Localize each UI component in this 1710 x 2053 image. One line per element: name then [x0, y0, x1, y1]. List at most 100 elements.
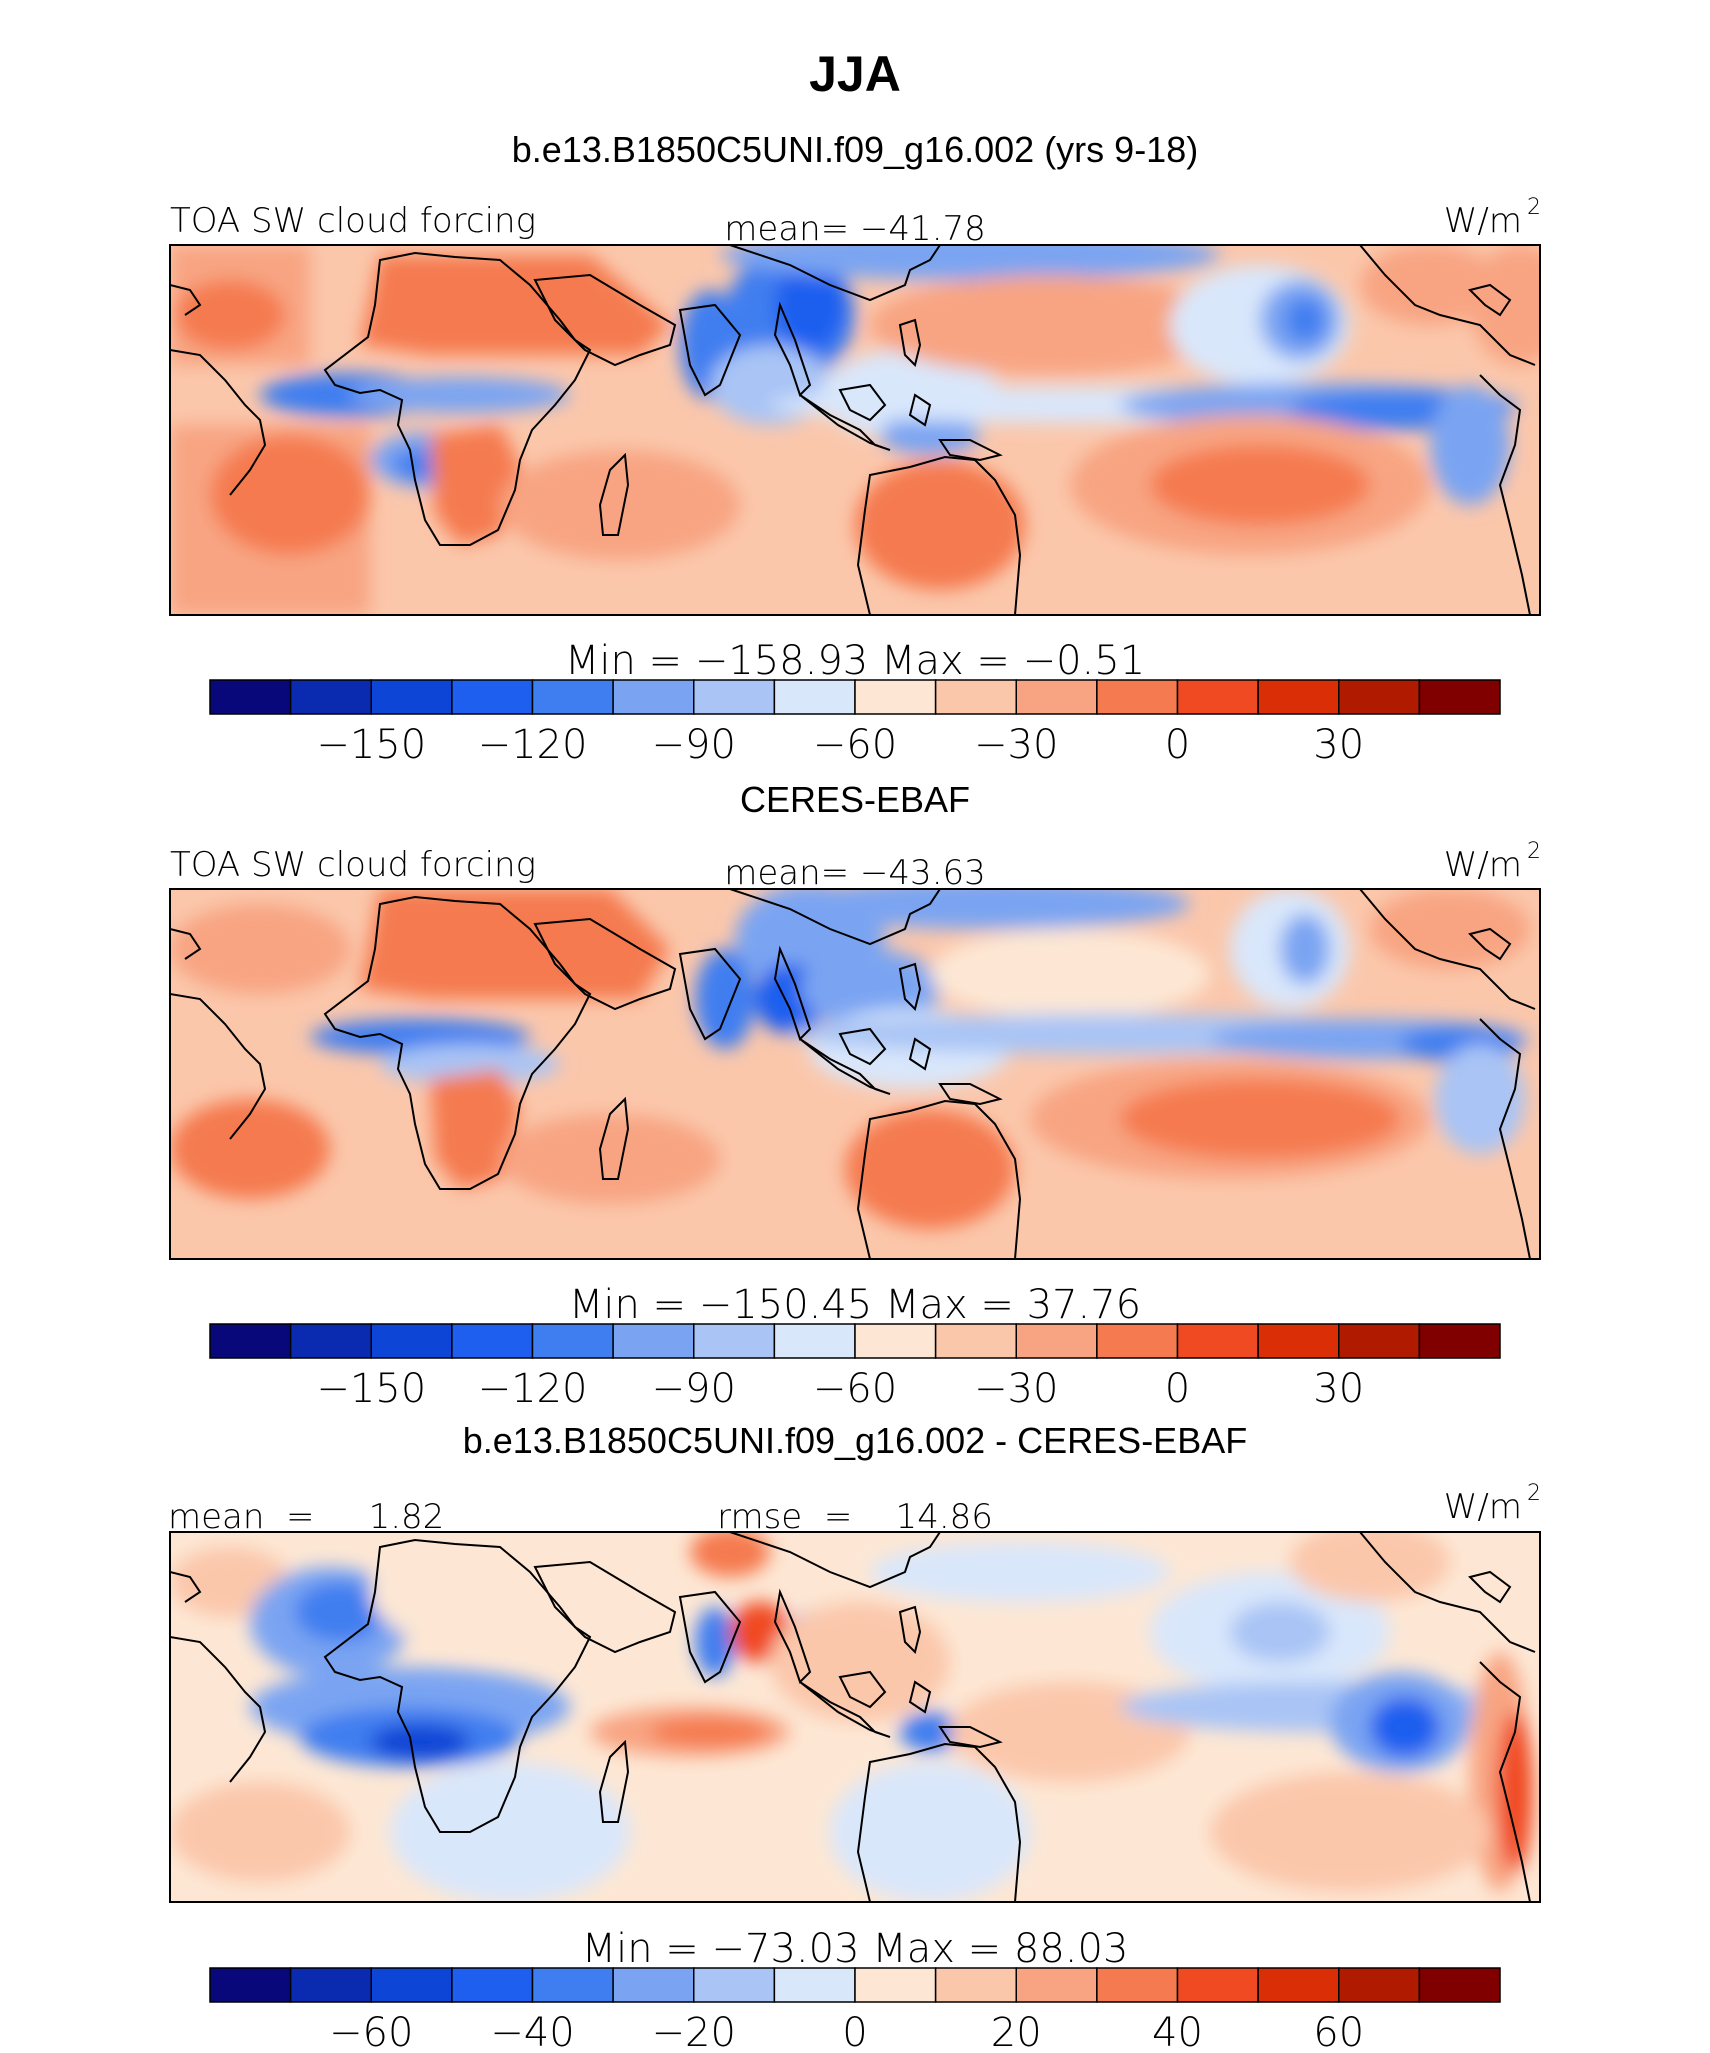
panel-2-units-exponent: 2 [1527, 839, 1541, 864]
colorbar-2-tick-label: −90 [652, 1366, 736, 1412]
panel-1-map [170, 245, 1540, 615]
panel-1-units: W/m [1444, 201, 1522, 241]
panel-2-left-label: TOA SW cloud forcing [170, 845, 536, 885]
panel-2-obs: CERES-EBAF TOA SW cloud forcing mean= −4… [169, 779, 1541, 1412]
panel-2-map [170, 889, 1540, 1259]
colorbar-1-swatch [934, 679, 1017, 715]
panel-2-header: CERES-EBAF [740, 779, 970, 820]
colorbar-2-tick-label: −120 [478, 1366, 588, 1412]
panel-1-units-exponent: 2 [1527, 195, 1541, 220]
colorbar-1-swatch [1015, 679, 1098, 715]
colorbar-2: −150 −120 −90 −60 −30 0 30 [209, 1323, 1501, 1412]
colorbar-2-swatch [773, 1323, 856, 1359]
panel-3-units-exponent: 2 [1527, 1481, 1541, 1506]
panel-3-header: b.e13.B1850C5UNI.f09_g16.002 - CERES-EBA… [463, 1420, 1247, 1461]
colorbar-2-tick-label: −60 [813, 1366, 897, 1412]
colorbar-2-swatch [1176, 1323, 1259, 1359]
colorbar-2-swatch [289, 1323, 372, 1359]
panel-3-mean-label: mean = 1.82 [168, 1497, 444, 1537]
colorbar-3-swatch [1176, 1967, 1259, 2003]
colorbar-1-swatch [773, 679, 856, 715]
colorbar-1-swatch [1176, 679, 1259, 715]
colorbar-2-swatch [451, 1323, 534, 1359]
colorbar-2-swatch [934, 1323, 1017, 1359]
colorbar-3-tick-label: −20 [652, 2010, 736, 2048]
colorbar-1-tick-label: −60 [813, 722, 897, 768]
colorbar-1-swatch [854, 679, 937, 715]
colorbar-3-swatch [612, 1967, 695, 2003]
colorbar-1-tick-label: −30 [974, 722, 1058, 768]
colorbar-1-swatch [289, 679, 372, 715]
colorbar-2-tick-label: 0 [1165, 1366, 1190, 1412]
panel-3-rmse-label: rmse = 14.86 [717, 1497, 993, 1537]
figure-title: JJA [809, 46, 901, 102]
colorbar-1-tick-label: 0 [1165, 722, 1190, 768]
colorbar-3-swatch [451, 1967, 534, 2003]
panel-2-minmax: Min = −150.45 Max = 37.76 [569, 1282, 1141, 1328]
panel-3-minmax: Min = −73.03 Max = 88.03 [582, 1926, 1129, 1972]
colorbar-2-swatch [1096, 1323, 1179, 1359]
colorbar-2-tick-label: −30 [974, 1366, 1058, 1412]
colorbar-2-swatch [1257, 1323, 1340, 1359]
colorbar-2-swatch [1418, 1323, 1501, 1359]
colorbar-3-swatch [1418, 1967, 1501, 2003]
panel-2-mean-label: mean= −43.63 [724, 853, 986, 893]
colorbar-2-tick-label: 30 [1313, 1366, 1364, 1412]
colorbar-1-tick-label: 30 [1313, 722, 1364, 768]
colorbar-3-swatch [934, 1967, 1017, 2003]
colorbar-2-swatch [612, 1323, 695, 1359]
colorbar-1-swatch [1257, 679, 1340, 715]
colorbar-3-tick-label: 60 [1313, 2010, 1364, 2048]
colorbar-1-swatch [451, 679, 534, 715]
colorbar-3-swatch [1257, 1967, 1340, 2003]
panel-1-header: b.e13.B1850C5UNI.f09_g16.002 (yrs 9-18) [512, 129, 1198, 170]
colorbar-3-swatch [773, 1967, 856, 2003]
panel-3-units: W/m [1444, 1487, 1522, 1527]
colorbar-1-swatch [1418, 679, 1501, 715]
colorbar-3-swatch [693, 1967, 776, 2003]
colorbar-2-swatch [531, 1323, 614, 1359]
panel-1-model: b.e13.B1850C5UNI.f09_g16.002 (yrs 9-18) … [169, 129, 1541, 768]
colorbar-3-swatch [370, 1967, 453, 2003]
colorbar-2-swatch [854, 1323, 937, 1359]
colorbar-1-swatch [1338, 679, 1421, 715]
colorbar-3-swatch [531, 1967, 614, 2003]
colorbar-2-swatch [370, 1323, 453, 1359]
colorbar-3-swatch [854, 1967, 937, 2003]
panel-2-units: W/m [1444, 845, 1522, 885]
colorbar-3-swatch [289, 1967, 372, 2003]
colorbar-2-swatch [693, 1323, 776, 1359]
colorbar-3: −60 −40 −20 0 20 40 60 [209, 1967, 1501, 2053]
panel-3-difference: b.e13.B1850C5UNI.f09_g16.002 - CERES-EBA… [168, 1420, 1541, 2053]
colorbar-1-swatch [693, 679, 776, 715]
colorbar-3-swatch [1338, 1967, 1421, 2003]
colorbar-1-swatch [612, 679, 695, 715]
panel-1-minmax: Min = −158.93 Max = −0.51 [565, 638, 1145, 684]
colorbar-1-tick-label: −150 [316, 722, 426, 768]
colorbar-1-swatch [1096, 679, 1179, 715]
colorbar-2-tick-label: −150 [316, 1366, 426, 1412]
colorbar-3-swatch [1015, 1967, 1098, 2003]
colorbar-3-swatch [1096, 1967, 1179, 2003]
colorbar-1-tick-label: −90 [652, 722, 736, 768]
colorbar-2-swatch [1338, 1323, 1421, 1359]
colorbar-1-tick-label: −120 [478, 722, 588, 768]
colorbar-1-swatch [370, 679, 453, 715]
colorbar-2-swatch [209, 1323, 292, 1359]
panel-3-map [170, 1532, 1540, 1902]
colorbar-2-swatch [1015, 1323, 1098, 1359]
colorbar-3-tick-label: 40 [1152, 2010, 1203, 2048]
colorbar-3-tick-label: −60 [329, 2010, 413, 2048]
panel-3-frame [169, 1531, 1541, 1903]
panel-2-frame [169, 888, 1541, 1260]
colorbar-3-swatch [209, 1967, 292, 2003]
panel-1-mean-label: mean= −41.78 [724, 209, 986, 249]
panel-1-left-label: TOA SW cloud forcing [170, 201, 536, 241]
colorbar-3-tick-label: −40 [490, 2010, 574, 2048]
colorbar-3-tick-label: 0 [842, 2010, 867, 2048]
colorbar-3-tick-label: 20 [991, 2010, 1042, 2048]
colorbar-1: −150 −120 −90 −60 −30 0 30 [209, 679, 1501, 768]
colorbar-1-swatch [531, 679, 614, 715]
colorbar-1-swatch [209, 679, 292, 715]
